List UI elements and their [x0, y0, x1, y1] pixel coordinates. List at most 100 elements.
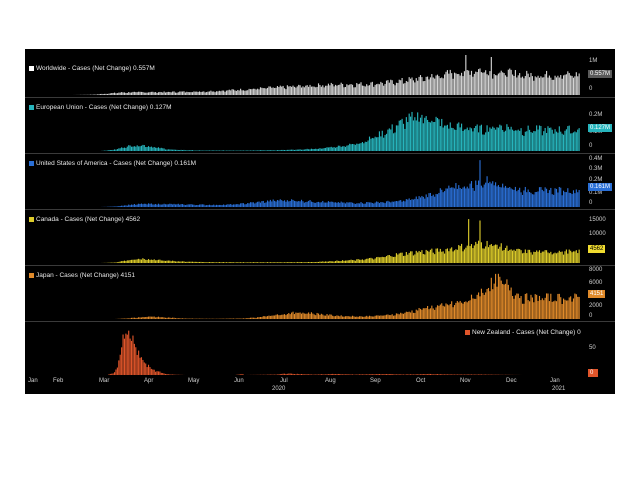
bar: [558, 250, 560, 263]
bar: [383, 374, 385, 375]
bar: [340, 261, 342, 263]
bar: [248, 88, 250, 95]
bar: [391, 256, 393, 263]
bar: [245, 204, 247, 207]
bar: [395, 82, 397, 95]
bar: [126, 205, 128, 207]
bar: [401, 313, 403, 319]
bar: [475, 180, 477, 207]
bar: [459, 127, 461, 151]
bar: [295, 149, 297, 151]
bar: [240, 88, 242, 95]
bar: [563, 75, 565, 95]
bar: [347, 260, 349, 263]
bar: [384, 257, 386, 263]
bar: [578, 296, 580, 319]
bar: [565, 300, 567, 319]
bar: [377, 315, 379, 319]
bar: [504, 75, 507, 95]
bar: [575, 294, 577, 319]
bar: [499, 72, 501, 95]
bar: [230, 90, 232, 95]
bar: [427, 374, 429, 375]
bar: [147, 316, 150, 319]
bar: [395, 125, 397, 151]
bar: [551, 194, 553, 207]
bar: [123, 205, 126, 207]
bar: [521, 253, 524, 263]
bar: [183, 149, 185, 151]
bar: [374, 315, 376, 319]
bar: [170, 149, 172, 151]
bar: [339, 202, 341, 207]
bar: [170, 261, 172, 263]
bar: [449, 248, 451, 263]
bar: [560, 131, 562, 151]
bar: [295, 201, 297, 207]
bar: [238, 204, 240, 207]
bar: [489, 244, 491, 263]
bar: [128, 92, 130, 95]
bar: [394, 256, 396, 263]
bar: [180, 91, 182, 95]
bar: [470, 294, 473, 319]
bar: [449, 304, 451, 319]
bar: [279, 262, 281, 263]
bar: [349, 374, 351, 375]
bar: [370, 138, 372, 151]
bar: [329, 314, 331, 319]
bar: [313, 262, 315, 263]
bar: [317, 83, 320, 95]
bar: [206, 92, 208, 95]
bar: [415, 374, 417, 375]
bar: [153, 259, 155, 263]
bar: [327, 315, 329, 319]
bar: [133, 259, 135, 263]
bar: [558, 293, 560, 319]
bar: [359, 143, 361, 151]
bar: [317, 374, 320, 375]
bar: [113, 149, 116, 151]
bar: [299, 149, 301, 151]
bar: [135, 92, 137, 95]
bar: [452, 128, 454, 151]
bar: [564, 130, 566, 151]
bar: [329, 85, 331, 95]
bar: [238, 262, 240, 263]
bar: [571, 75, 573, 95]
bar: [548, 301, 550, 319]
bar: [129, 260, 131, 263]
bar: [548, 253, 550, 263]
bar: [575, 250, 577, 263]
bar: [183, 91, 185, 95]
bar: [418, 374, 420, 375]
bar: [115, 369, 117, 375]
bar: [495, 75, 497, 95]
bar: [547, 193, 549, 207]
bar: [436, 374, 439, 375]
panel-separator: [25, 97, 615, 98]
bar: [160, 147, 162, 151]
bar: [339, 261, 341, 263]
bar: [281, 314, 283, 319]
bar: [378, 257, 380, 263]
bar: [490, 57, 492, 95]
bar: [264, 150, 266, 151]
bar: [152, 369, 154, 375]
bar: [370, 202, 372, 207]
bar: [129, 92, 131, 95]
bar: [574, 193, 576, 207]
bar: [445, 303, 447, 319]
bar: [325, 374, 327, 375]
bar: [155, 371, 157, 375]
bar: [310, 148, 312, 151]
month-label: Mar: [99, 378, 110, 384]
bar: [142, 359, 144, 375]
bar: [453, 129, 456, 151]
bar: [259, 262, 262, 263]
bar: [429, 192, 431, 207]
bar: [540, 187, 542, 207]
bar: [424, 308, 426, 319]
bar: [272, 199, 274, 207]
bar: [451, 73, 453, 95]
